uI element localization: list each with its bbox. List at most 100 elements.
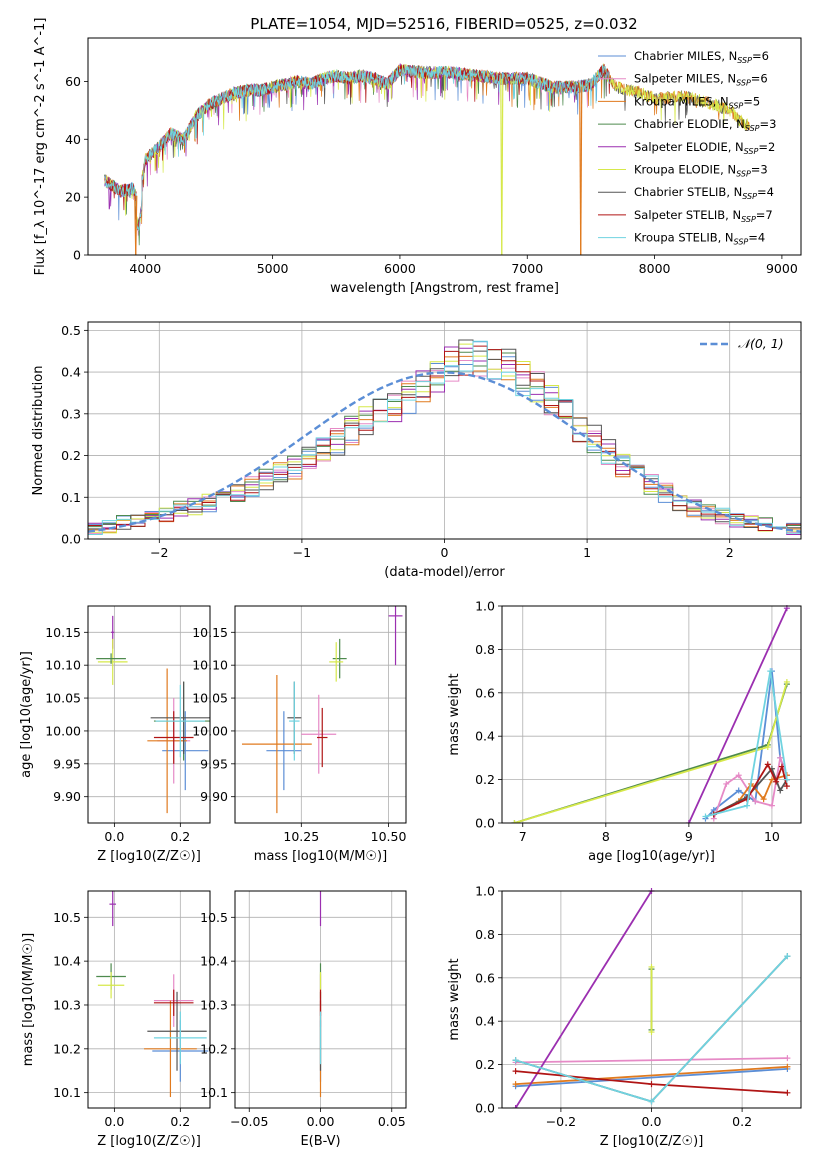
histogram-step: [88, 345, 801, 539]
legend-value: =6: [751, 72, 768, 86]
mass-weight-marker: [778, 763, 785, 770]
mass-weight-line: [713, 762, 788, 816]
y-tick-label: 0.6: [475, 970, 495, 985]
mass-weight-line: [515, 1068, 788, 1088]
legend-label: Salpeter ELODIE, N: [634, 140, 744, 154]
legend-value: =4: [757, 185, 774, 199]
mass-vs-Z-panel: 0.0 0.2 10.1 10.2 10.3 10.4 10.5 Z [log10(Z/Z☉)…: [21, 890, 211, 1149]
mass-weight-marker: [648, 1029, 655, 1036]
y-tick-label: 9.95: [200, 756, 228, 771]
legend-entry: Kroupa MILES, NSSP=5: [634, 94, 760, 110]
mass-weight-marker: [777, 754, 784, 761]
y-tick-label: 0.8: [475, 642, 495, 657]
x-tick-label: −0.2: [546, 1114, 576, 1129]
mass-weight-marker: [783, 776, 790, 783]
legend-subscript: SSP: [741, 215, 756, 224]
x-tick-label: 6000: [384, 261, 416, 276]
y-axis-label: Flux [f_λ 10^-17 erg cm^-2 s^-1 A^-1]: [33, 18, 48, 276]
legend-label: Chabrier MILES, N: [634, 49, 737, 63]
y-tick-label: 0.1: [61, 490, 81, 505]
x-axis-label: wavelength [Angstrom, rest frame]: [330, 281, 559, 296]
y-axis-label: mass weight: [447, 958, 462, 1040]
legend-value: =4: [748, 231, 765, 245]
mass-weight-marker: [648, 963, 655, 970]
mass-weight-line: [688, 607, 788, 823]
legend-subscript: SSP: [729, 101, 744, 110]
x-tick-label: 10.50: [371, 829, 407, 844]
y-tick-label: 0.3: [61, 406, 81, 421]
x-axis-label: Z [log10(Z/Z☉)]: [97, 849, 201, 864]
mass-weight-marker: [768, 802, 775, 809]
legend-entry: Chabrier ELODIE, NSSP=3: [634, 117, 776, 133]
x-axis-label: age [log10(age/yr)]: [588, 849, 715, 864]
mass-weight-vs-age-panel: 7 8 9 10 0.0 0.2 0.4 0.6 0.8 1.0 age [log10(age/yr…: [447, 599, 802, 864]
y-tick-label: 20: [65, 190, 81, 205]
x-axis-label: Z [log10(Z/Z☉)]: [97, 1134, 201, 1149]
x-axis-label: (data-model)/error: [384, 565, 505, 580]
axes-frame: [87, 37, 802, 256]
y-tick-label: 10.15: [192, 625, 228, 640]
x-tick-label: 0.0: [642, 1114, 662, 1129]
mass-weight-marker: [773, 778, 780, 785]
y-axis-label: Normed distribution: [31, 366, 46, 496]
mass-weight-marker: [512, 1068, 519, 1075]
x-tick-label: 0.00: [307, 1114, 335, 1129]
legend-label: Chabrier STELIB, N: [634, 185, 742, 199]
legend-entry: Salpeter MILES, NSSP=6: [634, 72, 768, 88]
legend-value: =6: [752, 49, 769, 63]
x-tick-label: 1: [583, 545, 591, 560]
y-tick-label: 10.5: [53, 910, 81, 925]
legend-entry: 𝒩(0, 1): [738, 336, 784, 351]
x-axis-label: mass [log10(M/M☉)]: [254, 849, 387, 864]
legend-label: Salpeter STELIB, N: [634, 208, 741, 222]
x-tick-label: 5000: [257, 261, 289, 276]
legend-entry: Kroupa STELIB, NSSP=4: [634, 231, 765, 247]
legend-subscript: SSP: [734, 238, 749, 247]
mass-weight-marker: [648, 1098, 655, 1105]
legend-entry: Kroupa ELODIE, NSSP=3: [634, 163, 768, 179]
y-tick-label: 60: [65, 74, 81, 89]
y-tick-label: 0.0: [475, 1101, 495, 1116]
mass-weight-marker: [784, 1063, 791, 1070]
x-tick-label: 10.25: [283, 829, 319, 844]
mass-weight-marker: [783, 783, 790, 790]
legend-value: =7: [756, 208, 773, 222]
legend-label: Kroupa ELODIE, N: [634, 163, 736, 177]
x-tick-label: 4000: [129, 261, 161, 276]
y-tick-label: 0.4: [475, 729, 495, 744]
y-tick-label: 1.0: [475, 599, 495, 614]
y-tick-label: 10.00: [192, 723, 228, 738]
legend-subscript: SSP: [736, 170, 751, 179]
age-vs-mass-panel: 10.25 10.50 9.90 9.95 10.00 10.05 10.10 10.15 ma…: [192, 605, 407, 864]
legend-entry: Chabrier STELIB, NSSP=4: [634, 185, 774, 201]
legend-entry: Salpeter ELODIE, NSSP=2: [634, 140, 775, 156]
y-tick-label: 10.2: [53, 1041, 81, 1056]
legend-value: =2: [758, 140, 775, 154]
mass-weight-marker: [735, 787, 742, 794]
x-tick-label: 10: [764, 829, 780, 844]
y-tick-label: 10.1: [53, 1085, 81, 1100]
y-tick-label: 10.2: [200, 1041, 228, 1056]
x-tick-label: 8: [602, 829, 610, 844]
legend-label: Salpeter MILES, N: [634, 72, 736, 86]
legend-value: =3: [751, 163, 768, 177]
y-tick-label: 10.05: [192, 691, 228, 706]
absorption-dip: [135, 195, 138, 256]
x-tick-label: 9000: [766, 261, 798, 276]
y-tick-label: 0.2: [475, 1057, 495, 1072]
axes-frame: [234, 605, 407, 824]
legend-value: =3: [760, 117, 777, 131]
mass-weight-vs-Z-panel: −0.2 0.0 0.2 0.0 0.2 0.4 0.6 0.8 1.0 Z [log10(Z/Z…: [447, 884, 802, 1149]
figure-title: PLATE=1054, MJD=52516, FIBERID=0525, z=0…: [250, 15, 637, 33]
mass-weight-marker: [760, 796, 767, 803]
mass-weight-marker: [752, 798, 759, 805]
mass-weight-marker: [648, 1081, 655, 1088]
y-tick-label: 10.3: [200, 997, 228, 1012]
y-axis-label: mass [log10(M/M☉)]: [21, 933, 36, 1066]
age-vs-Z-panel: 0.0 0.2 9.90 9.95 10.00 10.05 10.10 10.15 Z [log…: [19, 605, 211, 864]
legend-value: =5: [743, 94, 760, 108]
axes-frame: [87, 605, 211, 824]
x-axis-label: E(B-V): [300, 1134, 340, 1149]
y-tick-label: 0: [73, 248, 81, 263]
mass-weight-marker: [512, 1105, 519, 1108]
